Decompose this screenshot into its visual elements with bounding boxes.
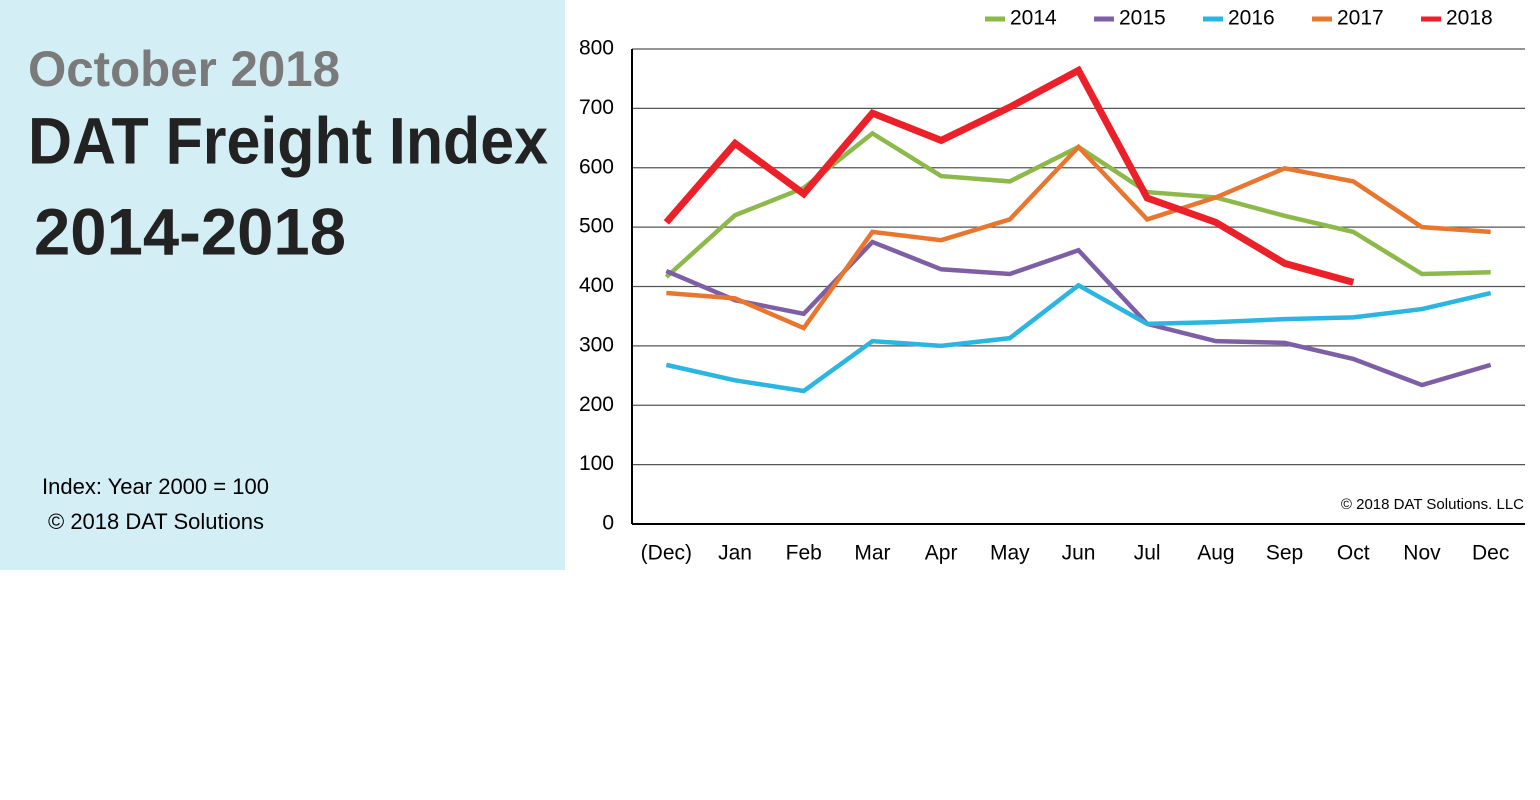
y-tick-label: 800 bbox=[579, 37, 614, 60]
x-tick-label: May bbox=[990, 542, 1030, 565]
legend-label: 2018 bbox=[1446, 7, 1493, 30]
x-tick-label: Aug bbox=[1197, 542, 1234, 565]
y-tick-label: 0 bbox=[602, 512, 614, 535]
y-tick-label: 200 bbox=[579, 393, 614, 416]
y-tick-label: 600 bbox=[579, 155, 614, 178]
side-panel bbox=[0, 0, 565, 570]
y-tick-label: 400 bbox=[579, 274, 614, 297]
y-tick-label: 700 bbox=[579, 96, 614, 119]
series-line bbox=[663, 65, 1355, 286]
y-tick-label: 500 bbox=[579, 215, 614, 238]
x-tick-label: Jan bbox=[718, 542, 752, 565]
series-line bbox=[666, 143, 1491, 331]
index-note: Index: Year 2000 = 100 bbox=[42, 474, 269, 499]
y-tick-label: 100 bbox=[579, 452, 614, 475]
x-tick-label: Nov bbox=[1403, 542, 1441, 565]
y-tick-label: 300 bbox=[579, 333, 614, 356]
legend-label: 2017 bbox=[1337, 7, 1384, 30]
copyright: © 2018 DAT Solutions bbox=[48, 509, 264, 534]
x-tick-label: Sep bbox=[1266, 542, 1303, 565]
x-tick-label: Jun bbox=[1062, 542, 1096, 565]
series-line bbox=[664, 130, 1491, 279]
x-tick-label: (Dec) bbox=[641, 542, 692, 565]
x-tick-label: Dec bbox=[1472, 542, 1509, 565]
series-line bbox=[665, 282, 1492, 394]
subtitle: October 2018 bbox=[28, 41, 340, 97]
series-line bbox=[665, 239, 1492, 388]
title: DAT Freight Index bbox=[28, 103, 548, 177]
x-tick-label: Mar bbox=[854, 542, 890, 565]
x-tick-label: Oct bbox=[1337, 542, 1370, 565]
legend-label: 2016 bbox=[1228, 7, 1275, 30]
x-tick-label: Apr bbox=[925, 542, 958, 565]
x-tick-label: Jul bbox=[1134, 542, 1161, 565]
x-tick-label: Feb bbox=[786, 542, 822, 565]
legend-label: 2014 bbox=[1010, 7, 1057, 30]
title-years: 2014-2018 bbox=[34, 194, 346, 268]
chart-copyright: © 2018 DAT Solutions. LLC bbox=[1341, 496, 1524, 513]
legend-label: 2015 bbox=[1119, 7, 1166, 30]
